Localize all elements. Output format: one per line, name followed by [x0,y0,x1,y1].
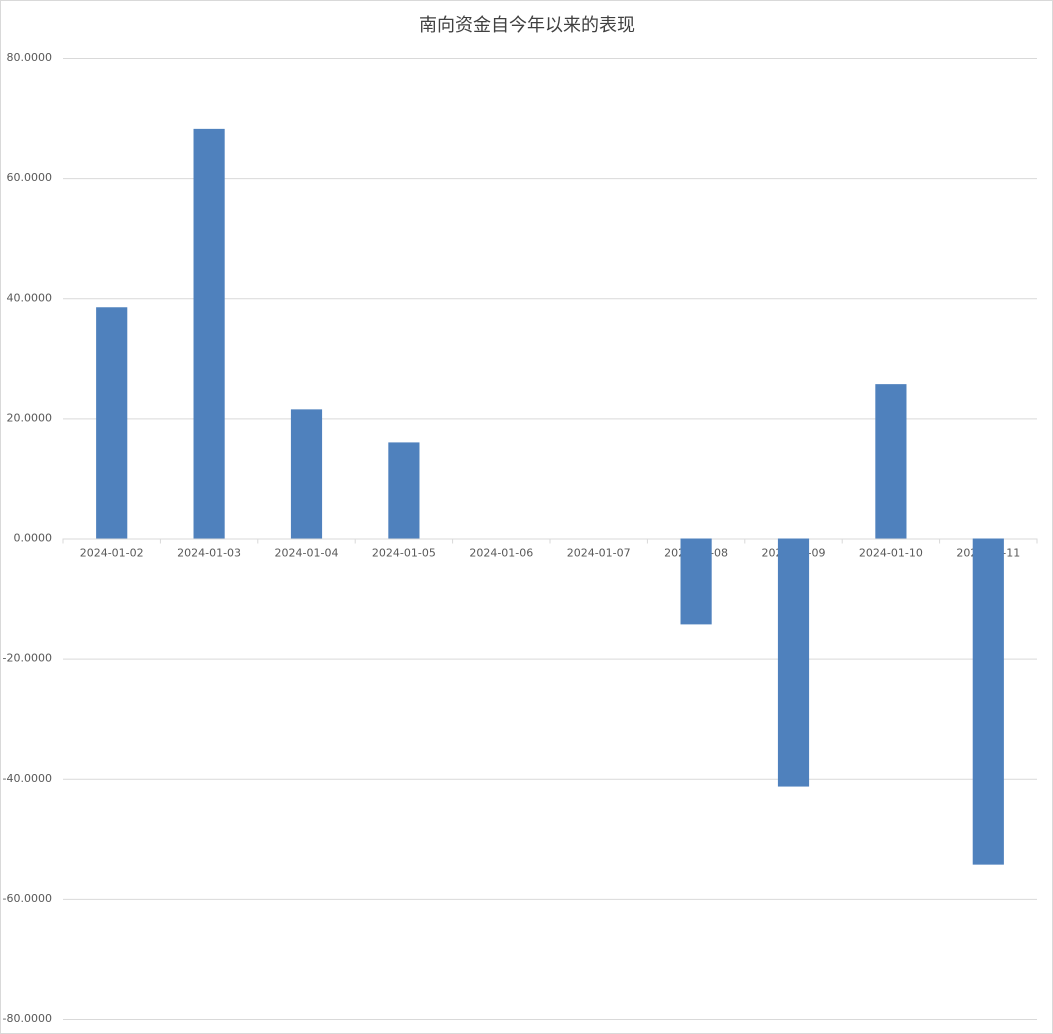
bar [290,409,323,539]
x-tick-label: 2024-01-05 [372,547,436,560]
y-tick-label: 0.0000 [14,532,53,545]
bar [680,538,712,625]
x-tick-label: 2024-01-04 [275,547,339,560]
bar [777,538,810,787]
x-tick-label: 2024-01-07 [567,547,631,560]
bar [875,384,907,539]
y-tick-label: 40.0000 [7,291,53,304]
chart-title: 南向资金自今年以来的表现 [419,15,635,36]
bar [388,442,420,539]
bar [972,538,1004,865]
x-tick-label: 2024-01-02 [80,547,144,560]
bar [96,307,128,539]
y-tick-label: 60.0000 [7,171,53,184]
y-tick-label: -60.0000 [3,892,52,905]
x-tick-label: 2024-01-06 [469,547,533,560]
y-tick-label: 20.0000 [7,411,53,424]
x-tick-label: 2024-01-03 [177,547,241,560]
x-tick-label: 2024-01-10 [859,547,923,560]
y-tick-label: -80.0000 [3,1012,52,1025]
bar [193,128,225,539]
y-tick-label: -20.0000 [3,652,52,665]
y-tick-label: 80.0000 [7,51,53,64]
y-tick-label: -40.0000 [3,772,52,785]
